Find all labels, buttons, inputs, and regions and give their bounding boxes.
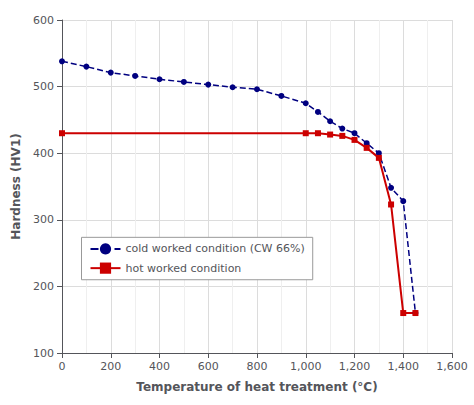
svg-text:Hardness (HV1): Hardness (HV1) <box>9 133 23 239</box>
svg-text:1,600: 1,600 <box>436 360 468 373</box>
svg-text:0: 0 <box>59 360 66 373</box>
svg-text:1,000: 1,000 <box>290 360 322 373</box>
svg-text:1,200: 1,200 <box>339 360 371 373</box>
svg-text:300: 300 <box>33 213 54 226</box>
svg-text:400: 400 <box>33 147 54 160</box>
svg-text:800: 800 <box>247 360 268 373</box>
svg-text:100: 100 <box>33 347 54 360</box>
svg-text:Temperature of heat treatment: Temperature of heat treatment (°C) <box>136 380 377 394</box>
svg-text:200: 200 <box>100 360 121 373</box>
svg-text:200: 200 <box>33 280 54 293</box>
svg-text:600: 600 <box>33 14 54 27</box>
svg-text:cold worked condition (CW 66%): cold worked condition (CW 66%) <box>126 242 305 255</box>
svg-text:400: 400 <box>149 360 170 373</box>
svg-text:500: 500 <box>33 80 54 93</box>
svg-text:1,400: 1,400 <box>388 360 420 373</box>
svg-text:600: 600 <box>198 360 219 373</box>
svg-text:hot worked condition: hot worked condition <box>126 262 242 275</box>
